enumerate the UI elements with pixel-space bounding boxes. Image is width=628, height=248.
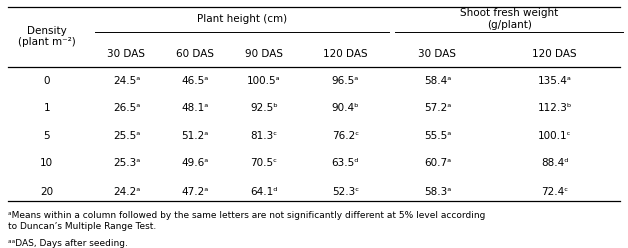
Text: 70.5ᶜ: 70.5ᶜ: [251, 158, 278, 168]
Text: 57.2ᵃ: 57.2ᵃ: [424, 103, 451, 113]
Text: 1: 1: [43, 103, 50, 113]
Text: 72.4ᶜ: 72.4ᶜ: [541, 187, 568, 197]
Text: 25.5ᵃ: 25.5ᵃ: [113, 131, 140, 141]
Text: 0: 0: [43, 76, 50, 86]
Text: 96.5ᵃ: 96.5ᵃ: [332, 76, 359, 86]
Text: 20: 20: [40, 187, 53, 197]
Text: 100.1ᶜ: 100.1ᶜ: [538, 131, 571, 141]
Text: 24.2ᵃ: 24.2ᵃ: [113, 187, 140, 197]
Text: Density
(plant m⁻²): Density (plant m⁻²): [18, 26, 75, 47]
Text: 25.3ᵃ: 25.3ᵃ: [113, 158, 140, 168]
Text: 5: 5: [43, 131, 50, 141]
Text: 60.7ᵃ: 60.7ᵃ: [424, 158, 451, 168]
Text: 24.5ᵃ: 24.5ᵃ: [113, 76, 140, 86]
Text: ᵃᵃDAS, Days after seeding.: ᵃᵃDAS, Days after seeding.: [8, 239, 127, 248]
Text: 64.1ᵈ: 64.1ᵈ: [250, 187, 278, 197]
Text: 100.5ᵃ: 100.5ᵃ: [247, 76, 281, 86]
Text: 10: 10: [40, 158, 53, 168]
Text: 63.5ᵈ: 63.5ᵈ: [332, 158, 359, 168]
Text: 47.2ᵃ: 47.2ᵃ: [181, 187, 209, 197]
Text: 135.4ᵃ: 135.4ᵃ: [538, 76, 571, 86]
Text: 26.5ᵃ: 26.5ᵃ: [113, 103, 140, 113]
Text: 76.2ᶜ: 76.2ᶜ: [332, 131, 359, 141]
Text: 30 DAS: 30 DAS: [418, 49, 457, 59]
Text: 30 DAS: 30 DAS: [107, 49, 146, 59]
Text: 52.3ᶜ: 52.3ᶜ: [332, 187, 359, 197]
Text: Plant height (cm): Plant height (cm): [197, 14, 287, 24]
Text: ᵃMeans within a column followed by the same letters are not significantly differ: ᵃMeans within a column followed by the s…: [8, 211, 485, 231]
Text: 92.5ᵇ: 92.5ᵇ: [250, 103, 278, 113]
Text: 120 DAS: 120 DAS: [533, 49, 577, 59]
Text: Shoot fresh weight
(g/plant): Shoot fresh weight (g/plant): [460, 8, 558, 30]
Text: 58.3ᵃ: 58.3ᵃ: [424, 187, 451, 197]
Text: 51.2ᵃ: 51.2ᵃ: [181, 131, 209, 141]
Text: 120 DAS: 120 DAS: [323, 49, 367, 59]
Text: 48.1ᵃ: 48.1ᵃ: [181, 103, 209, 113]
Text: 60 DAS: 60 DAS: [176, 49, 214, 59]
Text: 90 DAS: 90 DAS: [245, 49, 283, 59]
Text: 55.5ᵃ: 55.5ᵃ: [424, 131, 451, 141]
Text: 112.3ᵇ: 112.3ᵇ: [538, 103, 572, 113]
Text: 81.3ᶜ: 81.3ᶜ: [251, 131, 278, 141]
Text: 58.4ᵃ: 58.4ᵃ: [424, 76, 451, 86]
Text: 90.4ᵇ: 90.4ᵇ: [332, 103, 359, 113]
Text: 88.4ᵈ: 88.4ᵈ: [541, 158, 568, 168]
Text: 46.5ᵃ: 46.5ᵃ: [181, 76, 209, 86]
Text: 49.6ᵃ: 49.6ᵃ: [181, 158, 209, 168]
